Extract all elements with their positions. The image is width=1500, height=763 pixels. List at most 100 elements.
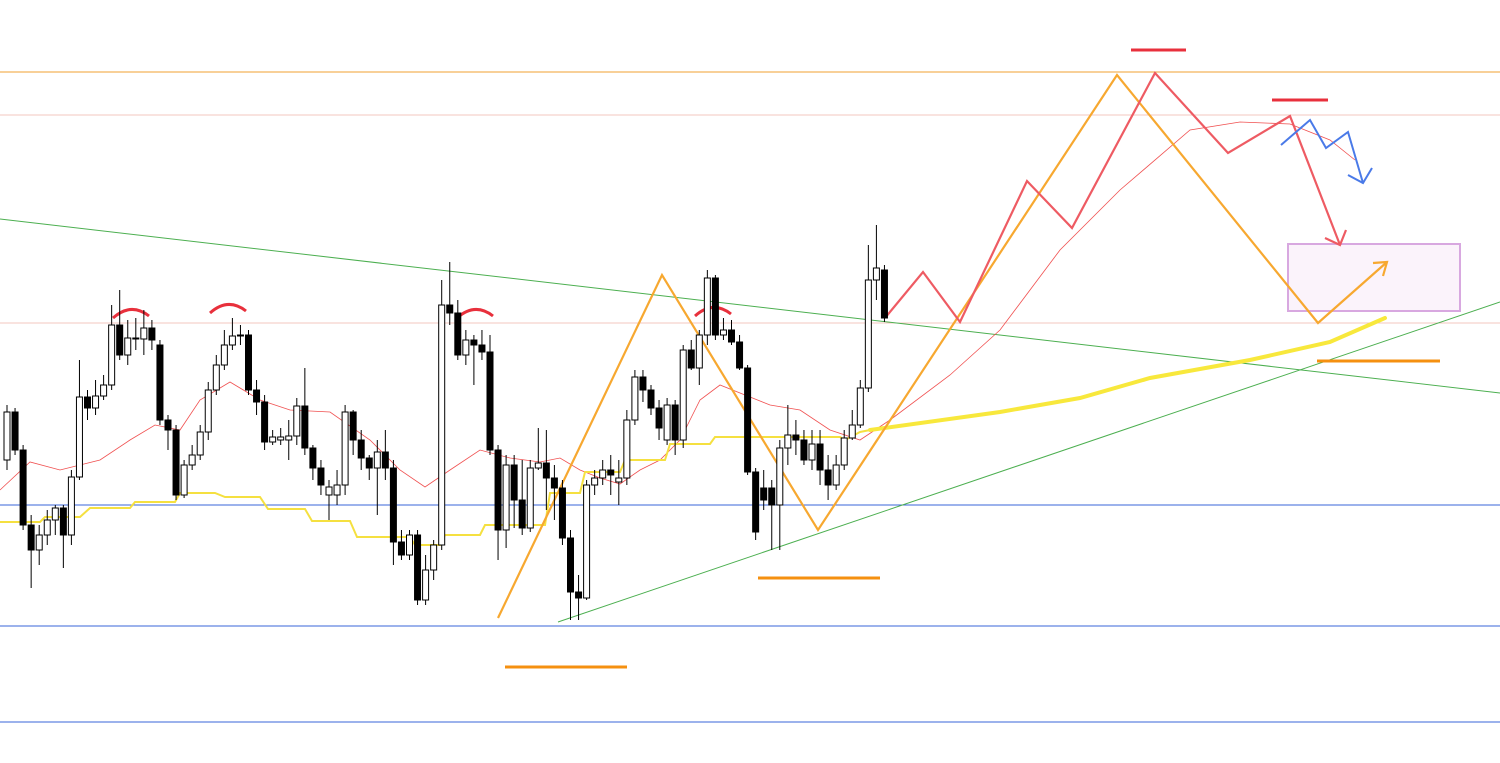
candle-body — [470, 339, 478, 346]
candle-body — [43, 519, 51, 536]
candle-body — [615, 477, 623, 483]
candle-body — [687, 349, 695, 369]
candle-body — [156, 344, 164, 421]
candle-body — [108, 324, 116, 386]
top-arc — [456, 308, 494, 320]
candle-body — [172, 429, 180, 496]
candle-body — [261, 401, 269, 443]
candle-body — [253, 389, 261, 403]
top-arc — [112, 308, 150, 320]
candle-body — [486, 351, 494, 451]
candle-body — [728, 329, 735, 343]
candle-body — [623, 419, 631, 479]
candle-body — [567, 537, 574, 593]
candle-body — [647, 389, 655, 409]
candle-body — [776, 447, 784, 506]
candle-body — [655, 407, 663, 429]
candle-body — [583, 484, 591, 599]
candle-body — [824, 469, 832, 486]
arrow-head — [1324, 229, 1348, 247]
candle-body — [510, 464, 518, 501]
candle-body — [575, 591, 583, 599]
top-arc — [209, 303, 247, 315]
candle-body — [550, 477, 558, 489]
candle-body — [679, 349, 687, 441]
candle-body — [872, 267, 880, 281]
candle-body — [526, 467, 534, 529]
candle-body — [446, 304, 454, 314]
candle-body — [67, 476, 75, 536]
candle-body — [880, 269, 888, 319]
candle-body — [406, 534, 413, 556]
candle-body — [438, 304, 446, 546]
candle-body — [695, 334, 703, 369]
candle-body — [848, 424, 856, 439]
candle-body — [116, 324, 124, 356]
candle-body — [711, 277, 719, 336]
candle-body — [285, 435, 293, 441]
candle-body — [719, 329, 727, 336]
candle-body — [671, 404, 679, 441]
candle-body — [293, 405, 301, 437]
candle-body — [220, 344, 228, 366]
candle-body — [317, 467, 325, 486]
candle-body — [760, 487, 768, 501]
candle-body — [542, 462, 550, 479]
candle-body — [236, 334, 244, 337]
candle-body — [800, 439, 808, 461]
candle-body — [51, 507, 59, 521]
candle-body — [277, 436, 285, 441]
candle-body — [11, 411, 19, 451]
candle-body — [3, 411, 11, 461]
candles — [3, 225, 888, 620]
candle-body — [430, 544, 438, 571]
trend-line — [0, 218, 1500, 394]
candle-body — [19, 449, 27, 526]
candle-body — [808, 443, 816, 461]
candle-body — [75, 396, 83, 478]
candle-body — [84, 396, 91, 409]
candle-body — [840, 437, 848, 466]
scenario-path — [497, 73, 1388, 619]
candle-body — [357, 439, 365, 459]
candle-body — [744, 367, 752, 473]
candle-body — [59, 507, 67, 536]
candle-body — [180, 464, 188, 496]
candle-body — [100, 384, 108, 397]
candle-body — [325, 486, 333, 496]
candle-body — [599, 469, 607, 479]
candle-body — [365, 457, 373, 469]
candle-body — [639, 376, 647, 391]
candle-body — [816, 443, 824, 471]
arrow-head — [1372, 260, 1389, 277]
candle-body — [373, 451, 381, 469]
candle-body — [494, 449, 502, 531]
candle-body — [591, 477, 599, 486]
candle-body — [784, 434, 792, 449]
candle-body — [212, 364, 220, 391]
candle-body — [188, 454, 196, 466]
candle-body — [558, 487, 566, 539]
candle-body — [92, 395, 100, 409]
candle-body — [703, 277, 711, 336]
candle-body — [381, 451, 389, 469]
baseline-line — [0, 429, 871, 546]
candle-body — [35, 534, 43, 551]
candle-body — [631, 376, 639, 421]
candle-body — [454, 312, 462, 356]
candle-body — [792, 434, 800, 441]
candle-body — [768, 487, 776, 506]
candle-body — [148, 327, 156, 341]
candle-body — [414, 534, 422, 601]
candle-body — [462, 339, 470, 356]
candle-body — [502, 464, 510, 531]
candle-body — [397, 541, 405, 556]
arrow-head — [1347, 167, 1373, 185]
candle-body — [269, 436, 277, 443]
trend-line — [557, 301, 1500, 623]
candle-body — [534, 462, 542, 469]
candle-body — [663, 404, 671, 441]
candle-body — [736, 341, 744, 369]
candle-body — [832, 464, 840, 486]
